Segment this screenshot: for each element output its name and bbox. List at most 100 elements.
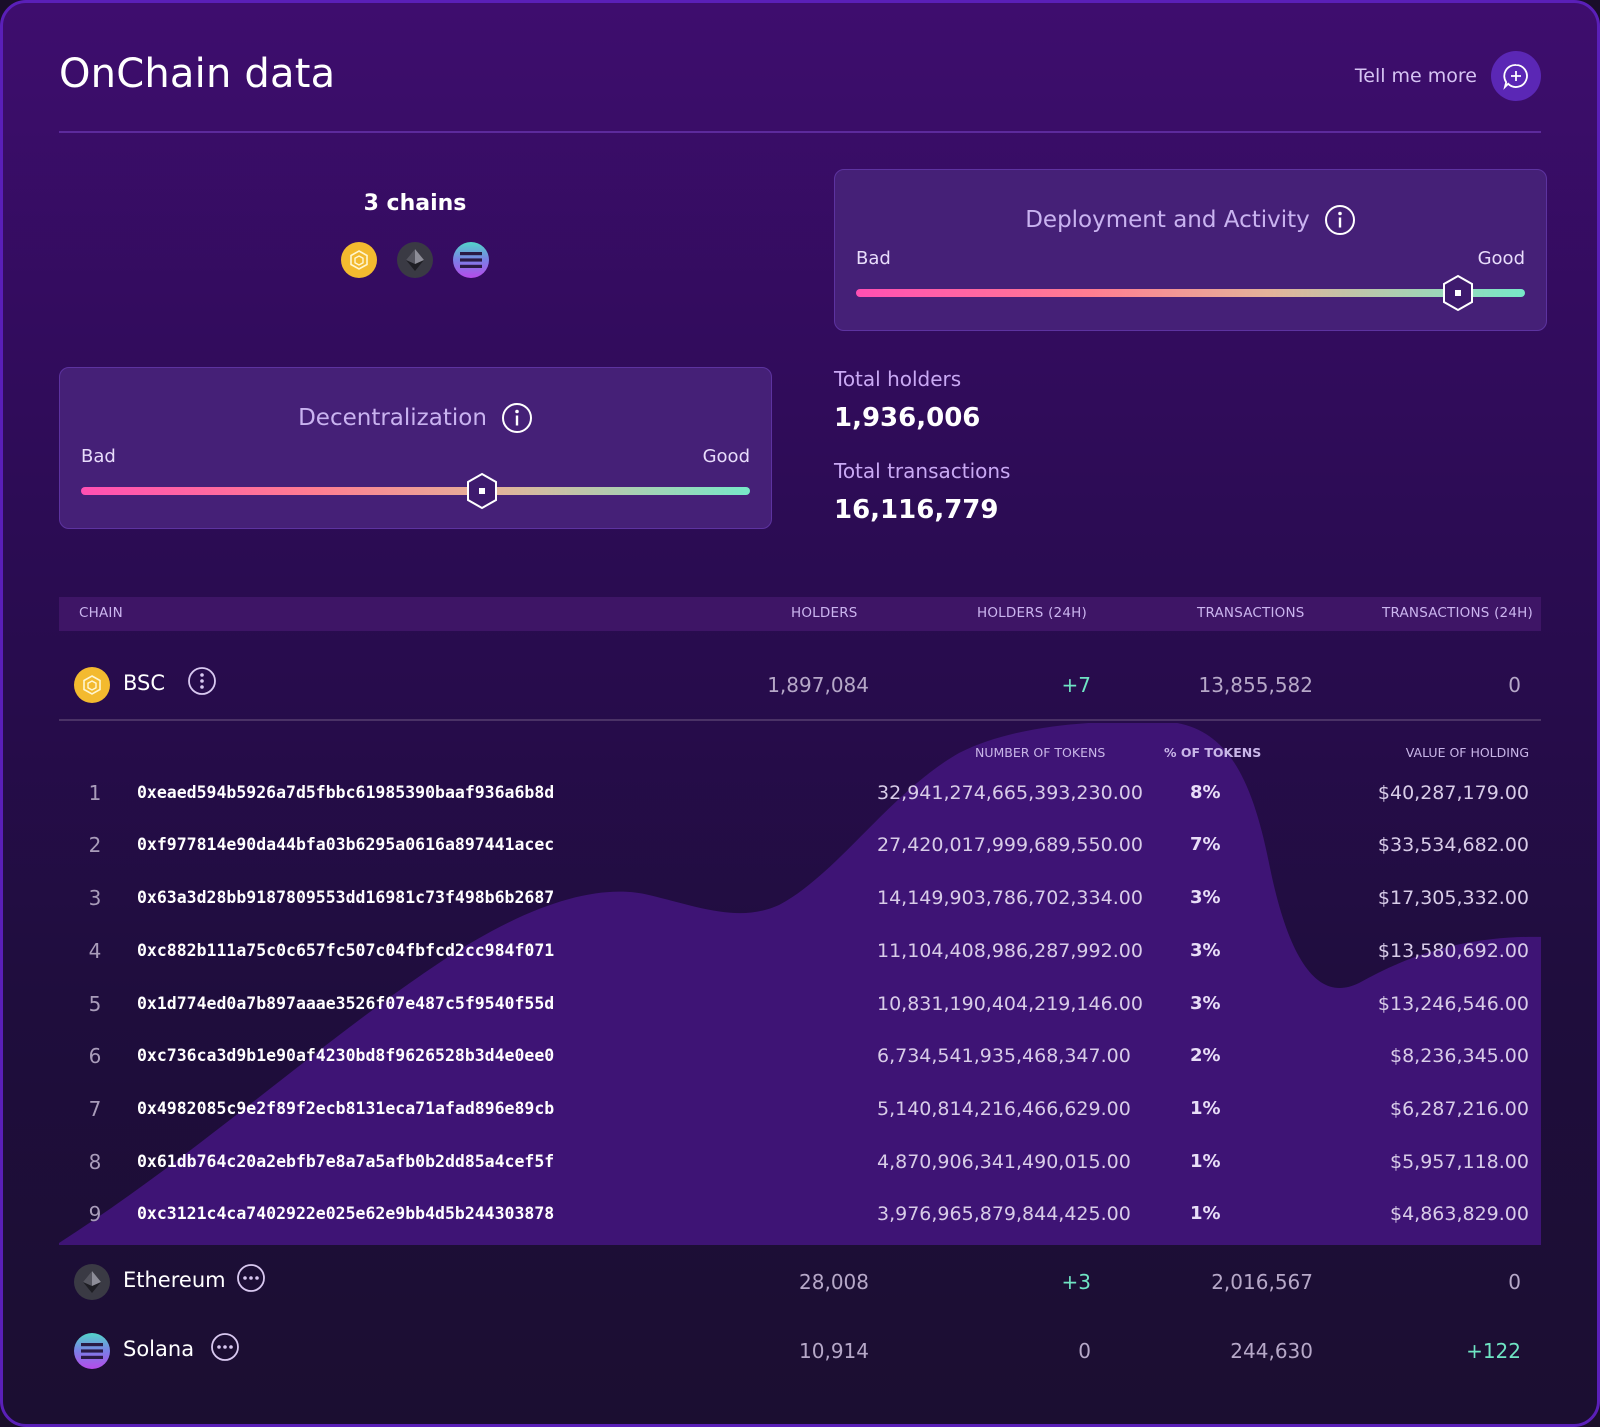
deployment-activity-card: Deployment and Activity Bad Good	[834, 169, 1547, 331]
holder-token-percent: 1%	[1190, 1151, 1221, 1172]
chain-row-solana[interactable]: Solana 10,914 0 244,630 +122	[59, 1317, 1541, 1385]
holder-row[interactable]: 1 0xeaed594b5926a7d5fbbc61985390baaf936a…	[59, 771, 1541, 823]
holder-row[interactable]: 9 0xc3121c4ca7402922e025e62e9bb4d5b24430…	[59, 1192, 1541, 1244]
column-header-percent-of-tokens: % OF TOKENS	[1164, 745, 1262, 760]
holder-rank: 1	[88, 781, 102, 805]
holder-value: $13,246,546.00	[1377, 993, 1529, 1015]
transactions-24h-value: 0	[1508, 1270, 1521, 1294]
holder-token-percent: 3%	[1190, 887, 1221, 908]
score-slider-handle[interactable]	[465, 472, 499, 510]
holder-value: $13,580,692.00	[1377, 940, 1529, 962]
total-holders-value: 1,936,006	[834, 403, 981, 433]
ethereum-coin-icon	[74, 1264, 110, 1300]
holder-rank: 5	[88, 992, 102, 1016]
total-holders-label: Total holders	[834, 367, 962, 391]
holder-row[interactable]: 4 0xc882b111a75c0c657fc507c04fbfcd2cc984…	[59, 929, 1541, 981]
solana-coin-icon	[74, 1333, 110, 1369]
holder-address-link[interactable]: 0xc736ca3d9b1e90af4230bd8f9626528b3d4e0e…	[137, 1046, 555, 1065]
holder-address-link[interactable]: 0x61db764c20a2ebfb7e8a7a5afb0b2dd85a4cef…	[137, 1152, 555, 1171]
holder-rank: 7	[88, 1097, 102, 1121]
holder-address-link[interactable]: 0x1d774ed0a7b897aaae3526f07e487c5f9540f5…	[137, 994, 555, 1013]
transactions-24h-value: 0	[1508, 673, 1521, 697]
total-transactions-label: Total transactions	[834, 459, 1011, 483]
holder-value: $5,957,118.00	[1389, 1151, 1529, 1173]
chain-name: BSC	[123, 671, 166, 695]
bsc-coin-icon[interactable]	[341, 242, 377, 278]
tell-me-more-label: Tell me more	[1354, 65, 1477, 87]
holder-rank: 8	[88, 1150, 102, 1174]
holder-rank: 2	[88, 833, 102, 857]
chain-row-bsc[interactable]: BSC 1,897,084 +7 13,855,582 0	[59, 651, 1541, 719]
holder-row[interactable]: 5 0x1d774ed0a7b897aaae3526f07e487c5f9540…	[59, 982, 1541, 1034]
holder-address-link[interactable]: 0x4982085c9e2f89f2ecb8131eca71afad896e89…	[137, 1099, 555, 1118]
score-slider-handle[interactable]	[1441, 274, 1475, 312]
holder-row[interactable]: 2 0xf977814e90da44bfa03b6295a0616a897441…	[59, 823, 1541, 875]
totals-stats: Total holders 1,936,006 Total transactio…	[834, 367, 1010, 525]
ethereum-coin-icon[interactable]	[397, 242, 433, 278]
holder-token-count: 11,104,408,986,287,992.00	[877, 940, 1143, 962]
bad-label: Bad	[81, 446, 116, 467]
column-header-transactions-24h[interactable]: TRANSACTIONS (24H)	[1382, 605, 1533, 621]
good-label: Good	[702, 446, 750, 467]
deployment-activity-title: Deployment and Activity	[1025, 207, 1310, 233]
chains-summary: 3 chains	[59, 191, 771, 278]
holder-token-count: 10,831,190,404,219,146.00	[877, 993, 1143, 1015]
holder-token-count: 6,734,541,935,468,347.00	[877, 1045, 1131, 1067]
holder-token-count: 27,420,017,999,689,550.00	[877, 834, 1143, 856]
holder-address-link[interactable]: 0xc3121c4ca7402922e025e62e9bb4d5b2443038…	[137, 1204, 555, 1223]
transactions-value: 244,630	[1230, 1339, 1313, 1363]
holder-token-percent: 8%	[1190, 782, 1221, 803]
good-label: Good	[1477, 248, 1525, 269]
holder-value: $33,534,682.00	[1377, 834, 1529, 856]
holder-row[interactable]: 8 0x61db764c20a2ebfb7e8a7a5afb0b2dd85a4c…	[59, 1140, 1541, 1192]
holder-value: $6,287,216.00	[1389, 1098, 1529, 1120]
holder-token-percent: 1%	[1190, 1098, 1221, 1119]
column-header-holders-24h[interactable]: HOLDERS (24H)	[977, 605, 1087, 621]
holder-rank: 4	[88, 939, 102, 963]
holder-token-percent: 3%	[1190, 993, 1221, 1014]
holdings-area-background	[59, 723, 1541, 1245]
holder-token-count: 3,976,965,879,844,425.00	[877, 1203, 1131, 1225]
holder-rank: 3	[88, 886, 102, 910]
column-header-holders[interactable]: HOLDERS	[791, 605, 858, 621]
holder-value: $17,305,332.00	[1377, 887, 1529, 909]
solana-coin-icon[interactable]	[453, 242, 489, 278]
holders-24h-value: +7	[1061, 673, 1091, 697]
chain-name: Ethereum	[123, 1268, 226, 1292]
decentralization-card: Decentralization Bad Good	[59, 367, 772, 529]
holder-value: $8,236,345.00	[1389, 1045, 1529, 1067]
transactions-value: 2,016,567	[1211, 1270, 1313, 1294]
holder-address-link[interactable]: 0xf977814e90da44bfa03b6295a0616a897441ac…	[137, 835, 555, 854]
column-header-transactions[interactable]: TRANSACTIONS	[1197, 605, 1305, 621]
chain-row-ethereum[interactable]: Ethereum 28,008 +3 2,016,567 0	[59, 1248, 1541, 1316]
holder-token-percent: 2%	[1190, 1045, 1221, 1066]
more-vertical-icon[interactable]	[187, 666, 217, 696]
holder-row[interactable]: 6 0xc736ca3d9b1e90af4230bd8f9626528b3d4e…	[59, 1034, 1541, 1086]
transactions-value: 13,855,582	[1198, 673, 1313, 697]
holder-address-link[interactable]: 0xeaed594b5926a7d5fbbc61985390baaf936a6b…	[137, 783, 555, 802]
holders-value: 1,897,084	[767, 673, 869, 697]
more-horizontal-icon[interactable]	[236, 1263, 266, 1293]
holder-row[interactable]: 3 0x63a3d28bb9187809553dd16981c73f498b6b…	[59, 876, 1541, 928]
header-divider	[59, 131, 1541, 133]
bsc-top-holders: NUMBER OF TOKENS % OF TOKENS VALUE OF HO…	[59, 723, 1541, 1245]
holder-token-percent: 1%	[1190, 1203, 1221, 1224]
holder-address-link[interactable]: 0x63a3d28bb9187809553dd16981c73f498b6b26…	[137, 888, 555, 907]
holder-token-percent: 3%	[1190, 940, 1221, 961]
chat-plus-icon[interactable]	[1491, 51, 1541, 101]
decentralization-title: Decentralization	[298, 405, 487, 431]
holder-token-percent: 7%	[1190, 834, 1221, 855]
holder-address-link[interactable]: 0xc882b111a75c0c657fc507c04fbfcd2cc984f0…	[137, 941, 555, 960]
column-header-chain[interactable]: CHAIN	[79, 605, 123, 621]
info-icon[interactable]	[501, 402, 533, 434]
more-horizontal-icon[interactable]	[210, 1332, 240, 1362]
tell-me-more-button[interactable]: Tell me more	[1355, 51, 1541, 101]
score-gradient-track	[81, 487, 750, 495]
holder-row[interactable]: 7 0x4982085c9e2f89f2ecb8131eca71afad896e…	[59, 1087, 1541, 1139]
holder-rank: 9	[88, 1202, 102, 1226]
holder-value: $40,287,179.00	[1377, 782, 1529, 804]
row-divider	[59, 719, 1541, 721]
info-icon[interactable]	[1324, 204, 1356, 236]
holders-24h-value: 0	[1078, 1339, 1091, 1363]
